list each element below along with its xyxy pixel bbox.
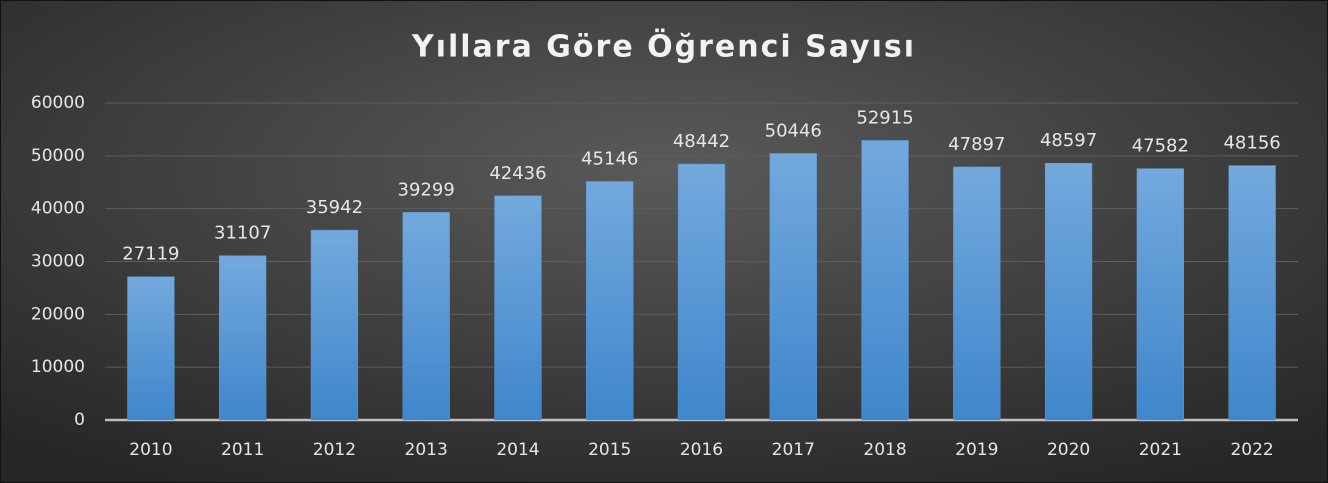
- bar: [769, 153, 817, 421]
- bar: [494, 195, 542, 421]
- x-tick-label: 2016: [680, 440, 723, 460]
- x-tick-label: 2015: [588, 440, 631, 460]
- x-tick-label: 2010: [129, 440, 172, 460]
- data-label: 27119: [122, 244, 179, 265]
- x-tick-label: 2014: [496, 440, 539, 460]
- x-tick-label: 2012: [313, 440, 356, 460]
- data-label: 45146: [581, 148, 638, 169]
- data-label: 47582: [1132, 136, 1189, 157]
- x-tick-label: 2019: [955, 440, 998, 460]
- bar: [677, 163, 726, 421]
- bar: [310, 229, 359, 421]
- y-tick-label: 0: [74, 410, 85, 430]
- x-tick-label: 2021: [1139, 440, 1182, 460]
- bar: [127, 276, 175, 421]
- bar: [1136, 168, 1184, 421]
- x-tick-label: 2022: [1230, 440, 1273, 460]
- y-tick-label: 10000: [31, 357, 85, 377]
- bar: [861, 140, 909, 421]
- bar: [402, 212, 450, 421]
- x-tick-label: 2020: [1047, 440, 1090, 460]
- x-tick-label: 2011: [221, 440, 264, 460]
- data-label: 48597: [1040, 130, 1097, 151]
- data-label: 31107: [214, 223, 271, 244]
- data-label: 47897: [948, 134, 1005, 155]
- y-tick-label: 60000: [31, 93, 85, 113]
- bar: [586, 181, 634, 421]
- data-label: 35942: [306, 197, 363, 218]
- bar: [953, 166, 1001, 421]
- y-tick-label: 30000: [31, 252, 85, 272]
- y-tick-label: 20000: [31, 304, 85, 324]
- y-tick-label: 40000: [31, 199, 85, 219]
- x-tick-label: 2013: [405, 440, 448, 460]
- data-label: 39299: [398, 179, 455, 200]
- y-tick-label: 50000: [31, 146, 85, 166]
- data-label: 48442: [673, 131, 730, 152]
- data-label: 48156: [1223, 133, 1280, 154]
- bar: [1044, 162, 1093, 421]
- data-label: 50446: [765, 120, 822, 141]
- bar: [219, 255, 267, 421]
- data-label: 52915: [856, 107, 913, 128]
- data-label: 42436: [489, 163, 546, 184]
- x-tick-label: 2018: [863, 440, 906, 460]
- x-tick-label: 2017: [772, 440, 815, 460]
- chart-title: Yıllara Göre Öğrenci Sayısı: [411, 28, 916, 65]
- bar: [1228, 165, 1276, 421]
